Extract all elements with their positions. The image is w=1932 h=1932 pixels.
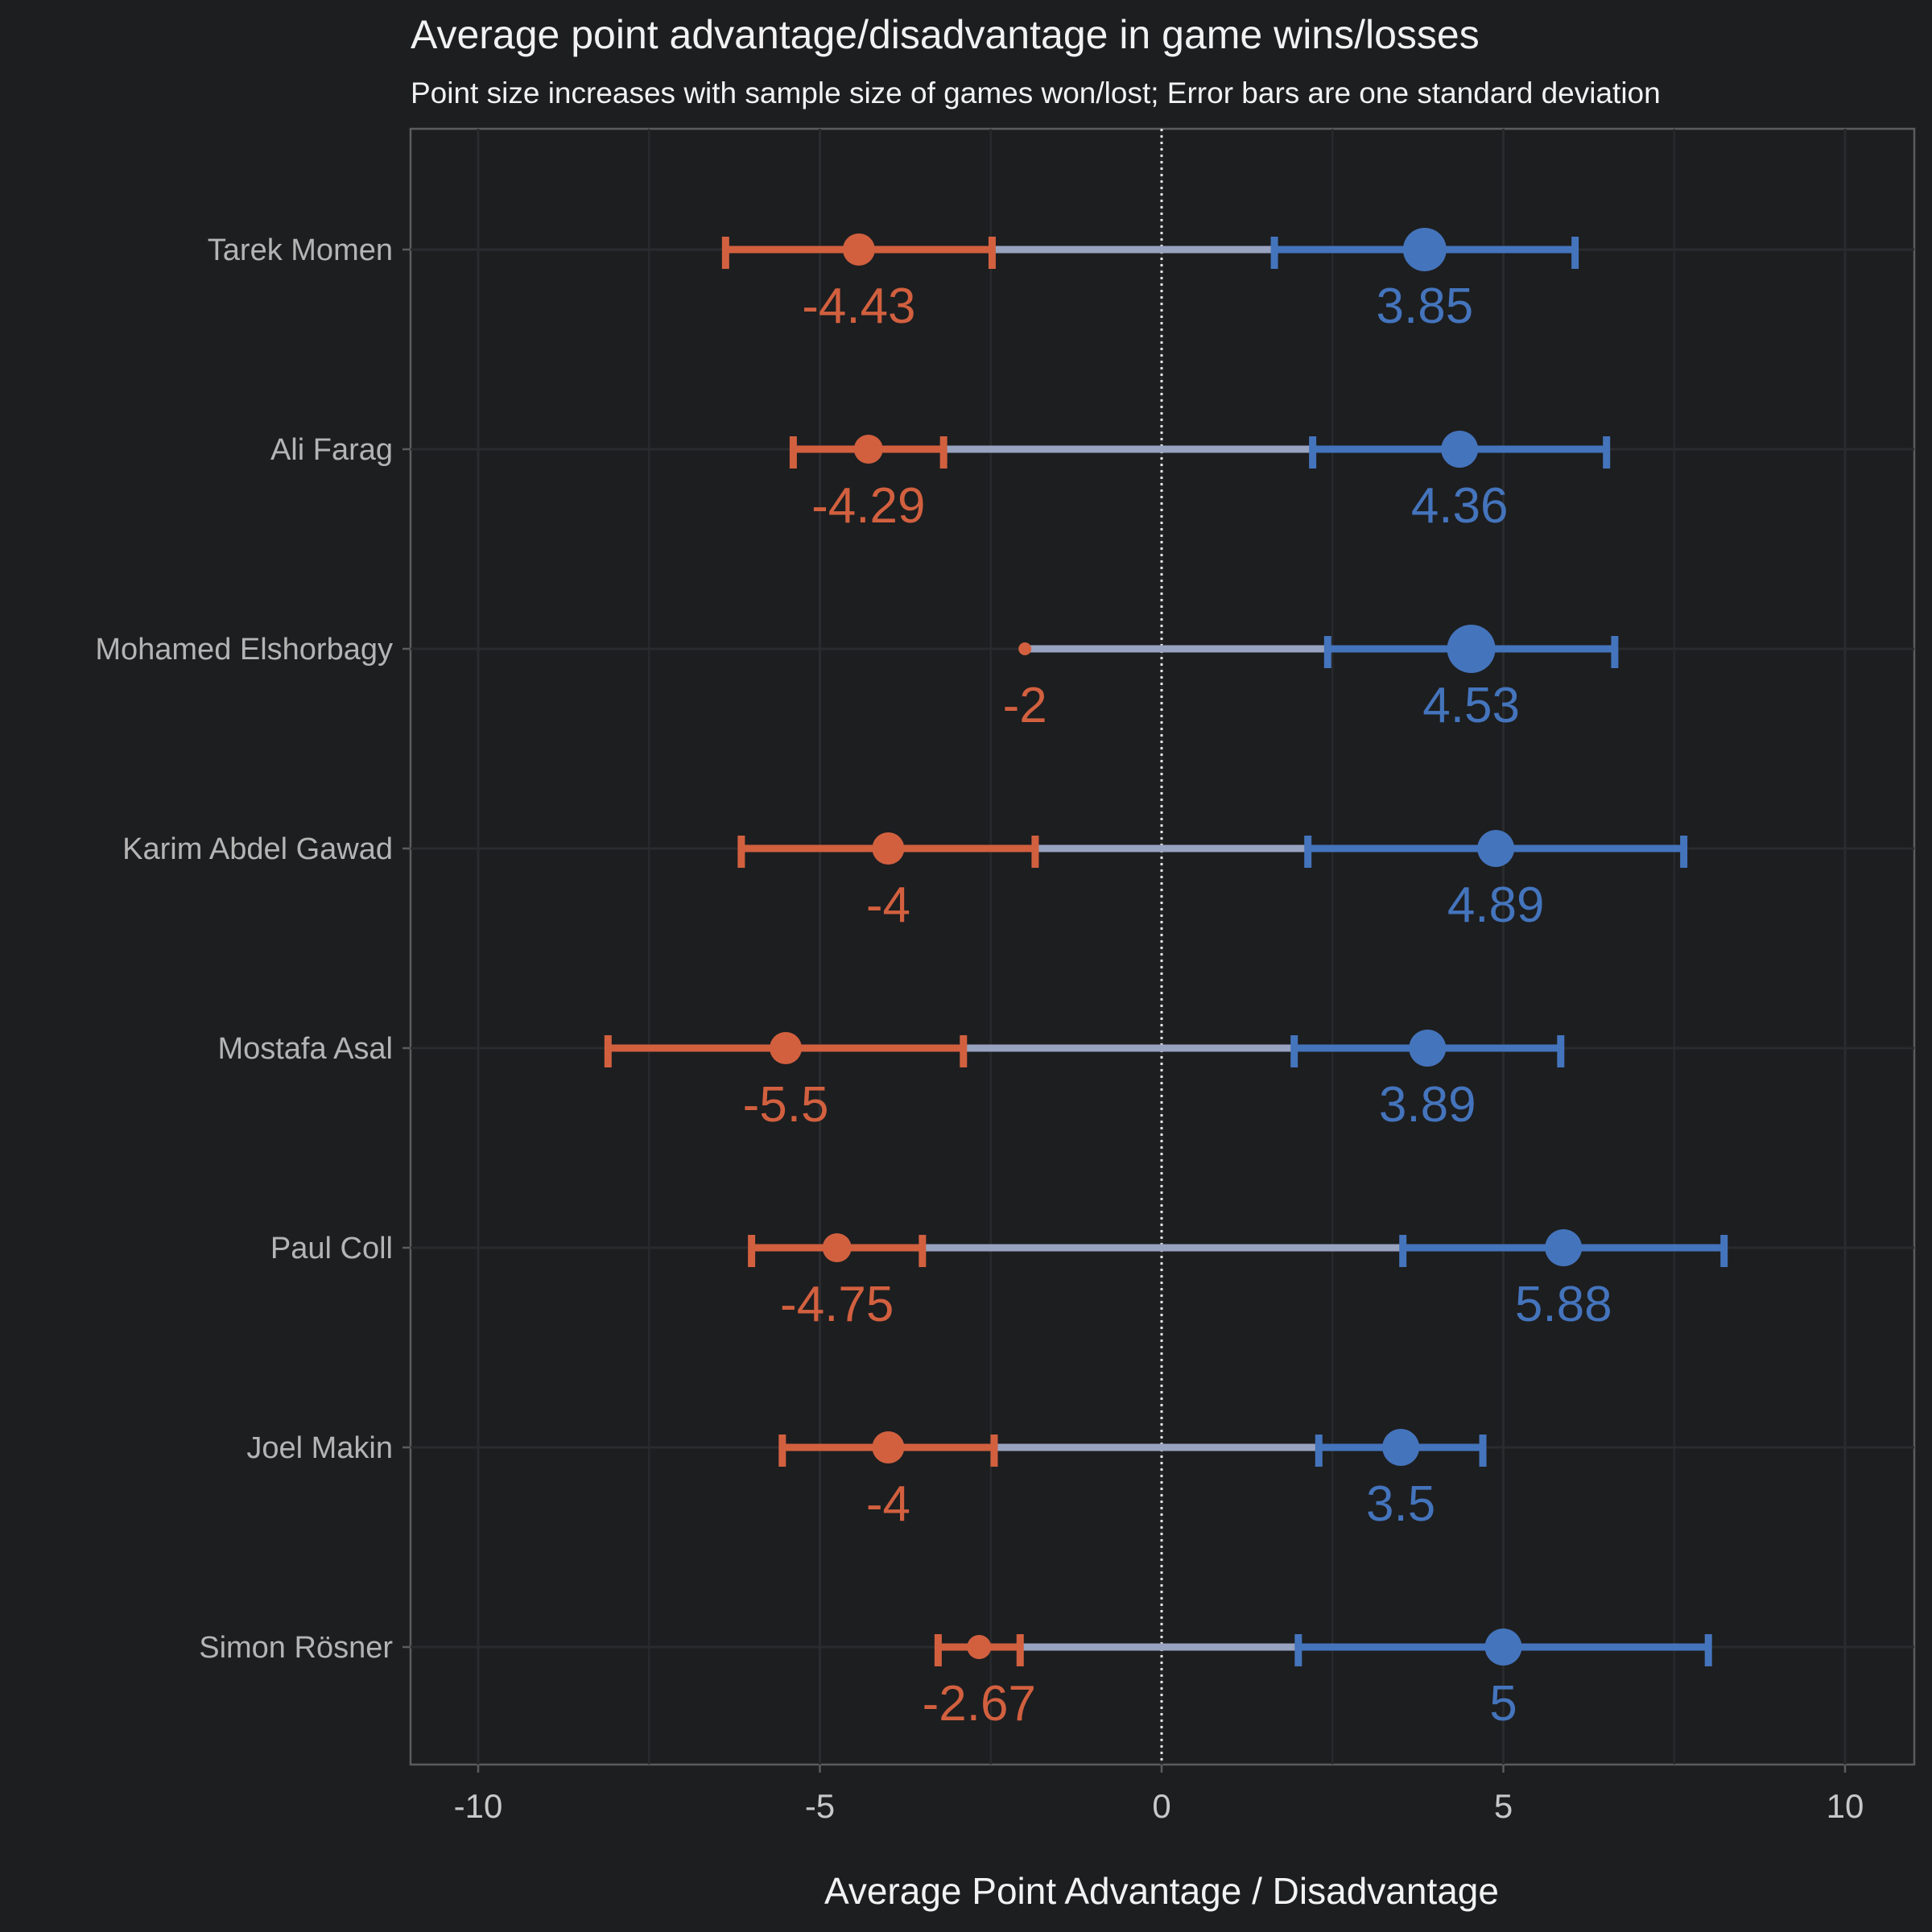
win-point: [1484, 1629, 1522, 1666]
loss-value-label: -4.29: [811, 478, 925, 534]
loss-value-label: -4: [866, 877, 910, 933]
x-tick-label: 10: [1827, 1787, 1864, 1825]
y-tick-label: Mohamed Elshorbagy: [95, 633, 393, 667]
loss-value-label: -2: [1003, 678, 1047, 733]
loss-point: [842, 233, 875, 266]
win-value-label: 4.89: [1447, 877, 1545, 933]
player-row: Paul Coll -4.75 5.88: [270, 1229, 1728, 1332]
y-tick-label: Ali Farag: [270, 433, 393, 467]
player-row: Simon Rösner -2.67 5: [199, 1629, 1712, 1732]
y-tick-label: Joel Makin: [246, 1431, 393, 1465]
loss-point: [872, 832, 905, 865]
y-tick-label: Tarek Momen: [208, 233, 393, 267]
y-tick-label: Mostafa Asal: [217, 1032, 393, 1066]
player-row: Karim Abdel Gawad -4 4.89: [122, 830, 1688, 933]
chart-title: Average point advantage/disadvantage in …: [411, 12, 1480, 57]
win-point: [1477, 830, 1515, 867]
loss-value-label: -4: [866, 1476, 910, 1532]
plot-panel: -10 -5 0 5 10 Tarek Momen -4.43 3.85 Ali Farag -4…: [95, 127, 1916, 1825]
x-tick-label: 0: [1152, 1787, 1170, 1825]
loss-value-label: -5.5: [743, 1077, 829, 1133]
win-point: [1545, 1229, 1583, 1266]
loss-point: [1018, 642, 1032, 655]
x-tick-label: -10: [454, 1787, 503, 1825]
player-row: Joel Makin -4 3.5: [246, 1429, 1487, 1532]
win-value-label: 3.5: [1366, 1476, 1435, 1532]
win-value-label: 3.89: [1379, 1077, 1476, 1133]
win-value-label: 5: [1489, 1676, 1517, 1732]
win-point: [1382, 1429, 1420, 1466]
x-axis-title: Average Point Advantage / Disadvantage: [824, 1870, 1499, 1912]
loss-point: [853, 435, 883, 464]
player-row: Mohamed Elshorbagy -2 4.53: [95, 625, 1619, 733]
loss-value-label: -2.67: [923, 1676, 1036, 1732]
player-row: Ali Farag -4.29 4.36: [270, 431, 1611, 534]
win-point: [1409, 1030, 1447, 1067]
loss-value-label: -4.75: [780, 1277, 894, 1332]
win-value-label: 4.53: [1422, 678, 1520, 733]
x-tick-label: -5: [805, 1787, 835, 1825]
y-tick-label: Karim Abdel Gawad: [122, 832, 393, 866]
loss-point: [770, 1032, 803, 1064]
loss-point: [967, 1635, 992, 1659]
win-value-label: 3.85: [1377, 279, 1474, 334]
chart-subtitle: Point size increases with sample size of…: [411, 76, 1661, 109]
x-tick-label: 5: [1494, 1787, 1513, 1825]
win-point: [1441, 431, 1479, 468]
win-point: [1402, 228, 1447, 271]
player-row: Mostafa Asal -5.5 3.89: [217, 1030, 1565, 1133]
player-row: Tarek Momen -4.43 3.85: [208, 228, 1579, 334]
loss-value-label: -4.43: [802, 279, 915, 334]
win-value-label: 5.88: [1515, 1277, 1612, 1332]
y-tick-label: Paul Coll: [270, 1232, 393, 1265]
y-tick-label: Simon Rösner: [199, 1631, 393, 1665]
loss-point: [822, 1233, 852, 1262]
loss-point: [872, 1431, 905, 1463]
win-value-label: 4.36: [1411, 478, 1509, 534]
win-point: [1447, 625, 1496, 673]
